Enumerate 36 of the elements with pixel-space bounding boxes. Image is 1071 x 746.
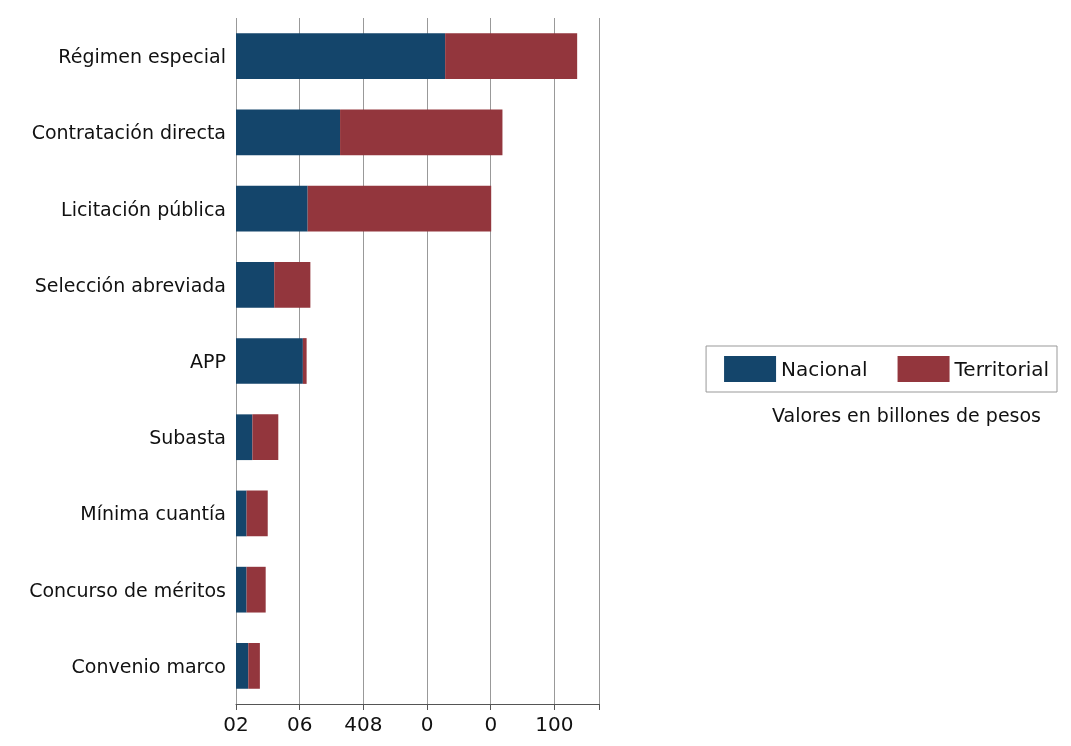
y-tick-label: Concurso de méritos — [29, 578, 226, 601]
bar — [340, 109, 503, 156]
y-tick-label: APP — [190, 350, 226, 372]
y-tick-label: Mínima cuantía — [80, 502, 226, 525]
bar — [236, 566, 247, 613]
y-tick-label: Régimen especial — [58, 45, 226, 68]
legend-label: Nacional — [781, 357, 868, 381]
bar — [307, 185, 492, 232]
text: 02 — [223, 712, 249, 736]
text: Valores en billones de pesos — [771, 403, 1041, 426]
text: 0 — [420, 712, 434, 736]
y-tick-label: Convenio marco — [71, 654, 226, 677]
bar — [236, 185, 308, 232]
bar — [274, 261, 311, 308]
text: 100 — [535, 712, 574, 736]
bar — [236, 261, 275, 308]
y-tick-label: Selección abreviada — [34, 273, 226, 296]
legend-label: Territorial — [953, 357, 1050, 381]
bar — [246, 566, 266, 613]
bar — [445, 33, 578, 79]
y-tick-label: Contratación directa — [31, 121, 226, 144]
bar — [236, 414, 253, 461]
bar — [236, 109, 341, 156]
bar — [236, 33, 446, 79]
bar — [236, 490, 247, 537]
bar — [236, 338, 303, 384]
text: 0 — [484, 712, 498, 736]
bar — [248, 643, 260, 689]
bar — [252, 414, 279, 461]
bar — [246, 490, 268, 537]
y-tick-label: Subasta — [149, 426, 226, 449]
text: 06 — [286, 712, 313, 736]
bar — [236, 643, 249, 689]
y-tick-label: Licitación pública — [61, 197, 226, 220]
bar — [302, 338, 307, 384]
text: 408 — [344, 712, 383, 736]
